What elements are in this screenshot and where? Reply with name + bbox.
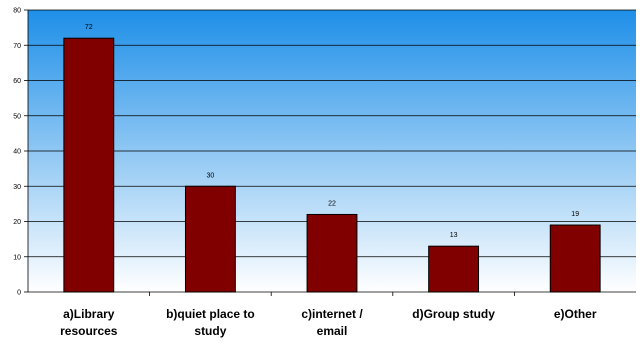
y-tick-label: 30	[13, 184, 21, 191]
axes	[24, 9, 636, 296]
category-label: b)quiet place to	[166, 307, 255, 321]
bar	[63, 37, 115, 293]
category-label: email	[317, 324, 348, 338]
category-label: d)Group study	[412, 307, 495, 321]
y-tick-label: 10	[13, 254, 21, 261]
category-label: study	[194, 324, 226, 338]
bar	[549, 224, 601, 293]
data-label: 72	[85, 24, 93, 31]
bars	[63, 37, 601, 293]
category-label: resources	[60, 324, 118, 338]
y-tick-label: 50	[13, 113, 21, 120]
bar	[428, 245, 480, 293]
y-tick-label: 70	[13, 43, 21, 50]
labels: 0 10 20 30 40 50 60 70 80 72 a)Library resources 30 b…	[13, 8, 597, 339]
y-tick-label: 80	[13, 8, 21, 15]
data-label: 19	[571, 211, 579, 218]
bar	[184, 185, 236, 293]
data-label: 30	[207, 172, 215, 179]
y-tick-label: 60	[13, 78, 21, 85]
data-label: 13	[450, 232, 458, 239]
y-tick-label: 0	[17, 290, 21, 297]
y-tick-label: 40	[13, 149, 21, 156]
data-label: 22	[328, 200, 336, 207]
category-label: a)Library	[63, 307, 115, 321]
bar	[306, 213, 358, 293]
y-tick-label: 20	[13, 219, 21, 226]
category-label: c)internet /	[301, 307, 363, 321]
category-label: e)Other	[554, 307, 597, 321]
